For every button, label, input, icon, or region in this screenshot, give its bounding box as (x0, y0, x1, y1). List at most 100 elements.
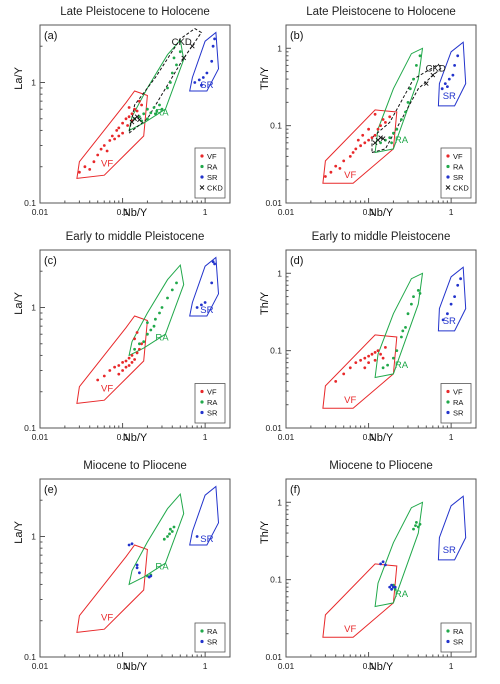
point-vf (78, 170, 81, 174)
point-vf (354, 361, 358, 364)
point-vf (113, 137, 116, 141)
x-axis-label: Nb/Y (123, 432, 148, 444)
point-sr (390, 583, 393, 587)
panel-title: Miocene to Pliocene (329, 460, 433, 472)
point-sr (453, 64, 456, 67)
plot-frame (285, 24, 477, 204)
point-vf (130, 112, 134, 116)
point-ra (400, 335, 403, 339)
point-vf (388, 115, 392, 119)
x-tick-label: 0.1 (117, 661, 129, 671)
field-label-ra: RA (155, 108, 169, 119)
point-ra (175, 63, 178, 67)
x-tick-label: 0.1 (363, 661, 375, 671)
legend-label-ra: RA (453, 398, 463, 407)
point-sr (390, 587, 393, 591)
point-vf (117, 372, 121, 376)
field-label-vf: VF (101, 159, 113, 170)
field-label-sr: SR (200, 80, 213, 91)
panel-title: Early to middle Pleistocene (312, 231, 451, 243)
field-vf (76, 544, 148, 633)
legend-marker-sr (446, 175, 450, 179)
point-vf (342, 372, 346, 376)
legend-marker-vf (200, 389, 204, 394)
x-tick-label: 0.1 (117, 207, 129, 217)
point-ra (404, 326, 407, 329)
point-ra (166, 86, 169, 90)
legend-marker-ra (446, 629, 450, 633)
point-sr (446, 312, 449, 316)
point-vf (359, 144, 362, 148)
field-label-sr: SR (443, 316, 456, 327)
panel-a: Late Pleistocene to Holocene(a)0.01 0.1 10… (13, 6, 231, 219)
legend-marker-vf (446, 389, 450, 394)
field-label-ra: RA (395, 360, 409, 371)
point-vf (138, 347, 141, 351)
point-ra (175, 281, 178, 285)
y-tick-label: 0.1 (24, 198, 36, 208)
point-ra (170, 288, 174, 292)
point-ra (155, 109, 159, 113)
point-sr (205, 71, 209, 75)
point-vf (361, 133, 365, 137)
panel-label: (b) (290, 30, 303, 42)
point-sr (193, 81, 197, 84)
point-sr (213, 262, 217, 266)
point-vf (108, 139, 112, 142)
point-ra (401, 329, 405, 333)
legend-label-ra: RA (453, 627, 463, 636)
point-vf (379, 124, 382, 127)
plot-frame (39, 249, 231, 429)
point-vf (127, 356, 131, 360)
panel-b: Late Pleistocene to Holocene(b) 0.01 0.1 1 0… (259, 6, 477, 219)
legend-marker-sr (446, 639, 450, 644)
point-ra (160, 306, 164, 309)
point-vf (117, 134, 121, 138)
x-tick-label: 1 (449, 207, 454, 217)
field-label-sr: SR (200, 534, 213, 545)
point-vf (124, 365, 128, 369)
point-vf (329, 170, 333, 174)
point-vf (135, 109, 139, 113)
legend-marker-ra (200, 164, 204, 169)
panel-label: (f) (290, 484, 300, 496)
point-vf (117, 364, 121, 367)
point-ra (158, 311, 161, 315)
point-sr (210, 281, 214, 285)
point-vf (348, 155, 352, 158)
legend-label-vf: VF (207, 388, 217, 397)
y-tick-label: 0.01 (265, 652, 282, 662)
point-ra (393, 587, 397, 591)
point-vf (133, 107, 137, 111)
legend-label-sr: SR (207, 173, 218, 182)
y-axis-label: La/Y (13, 291, 25, 314)
point-vf (115, 129, 119, 132)
point-vf (96, 153, 100, 157)
point-sr (440, 87, 444, 91)
point-ra (146, 117, 149, 121)
point-ra (166, 535, 169, 538)
x-tick-label: 1 (203, 661, 208, 671)
point-ra (168, 532, 171, 536)
point-vf (110, 134, 114, 138)
point-ra (138, 115, 141, 119)
y-tick-label: 1 (277, 43, 282, 53)
point-vf (373, 358, 377, 362)
point-sr (149, 574, 153, 578)
point-vf (83, 165, 87, 169)
legend-label-sr: SR (207, 638, 218, 647)
panel-c: Early to middle Pleistocene(c)0.01 0.1 10.… (13, 231, 231, 444)
field-sr (189, 31, 220, 92)
point-ra (172, 525, 176, 529)
field-ra (128, 38, 185, 132)
point-sr (443, 82, 447, 85)
legend: RA SR (194, 622, 226, 653)
point-ra (146, 107, 149, 111)
point-vf (92, 160, 96, 164)
point-ra (154, 317, 157, 321)
point-sr (441, 318, 445, 322)
point-sr (135, 566, 139, 570)
y-tick-label: 0.1 (270, 575, 282, 585)
